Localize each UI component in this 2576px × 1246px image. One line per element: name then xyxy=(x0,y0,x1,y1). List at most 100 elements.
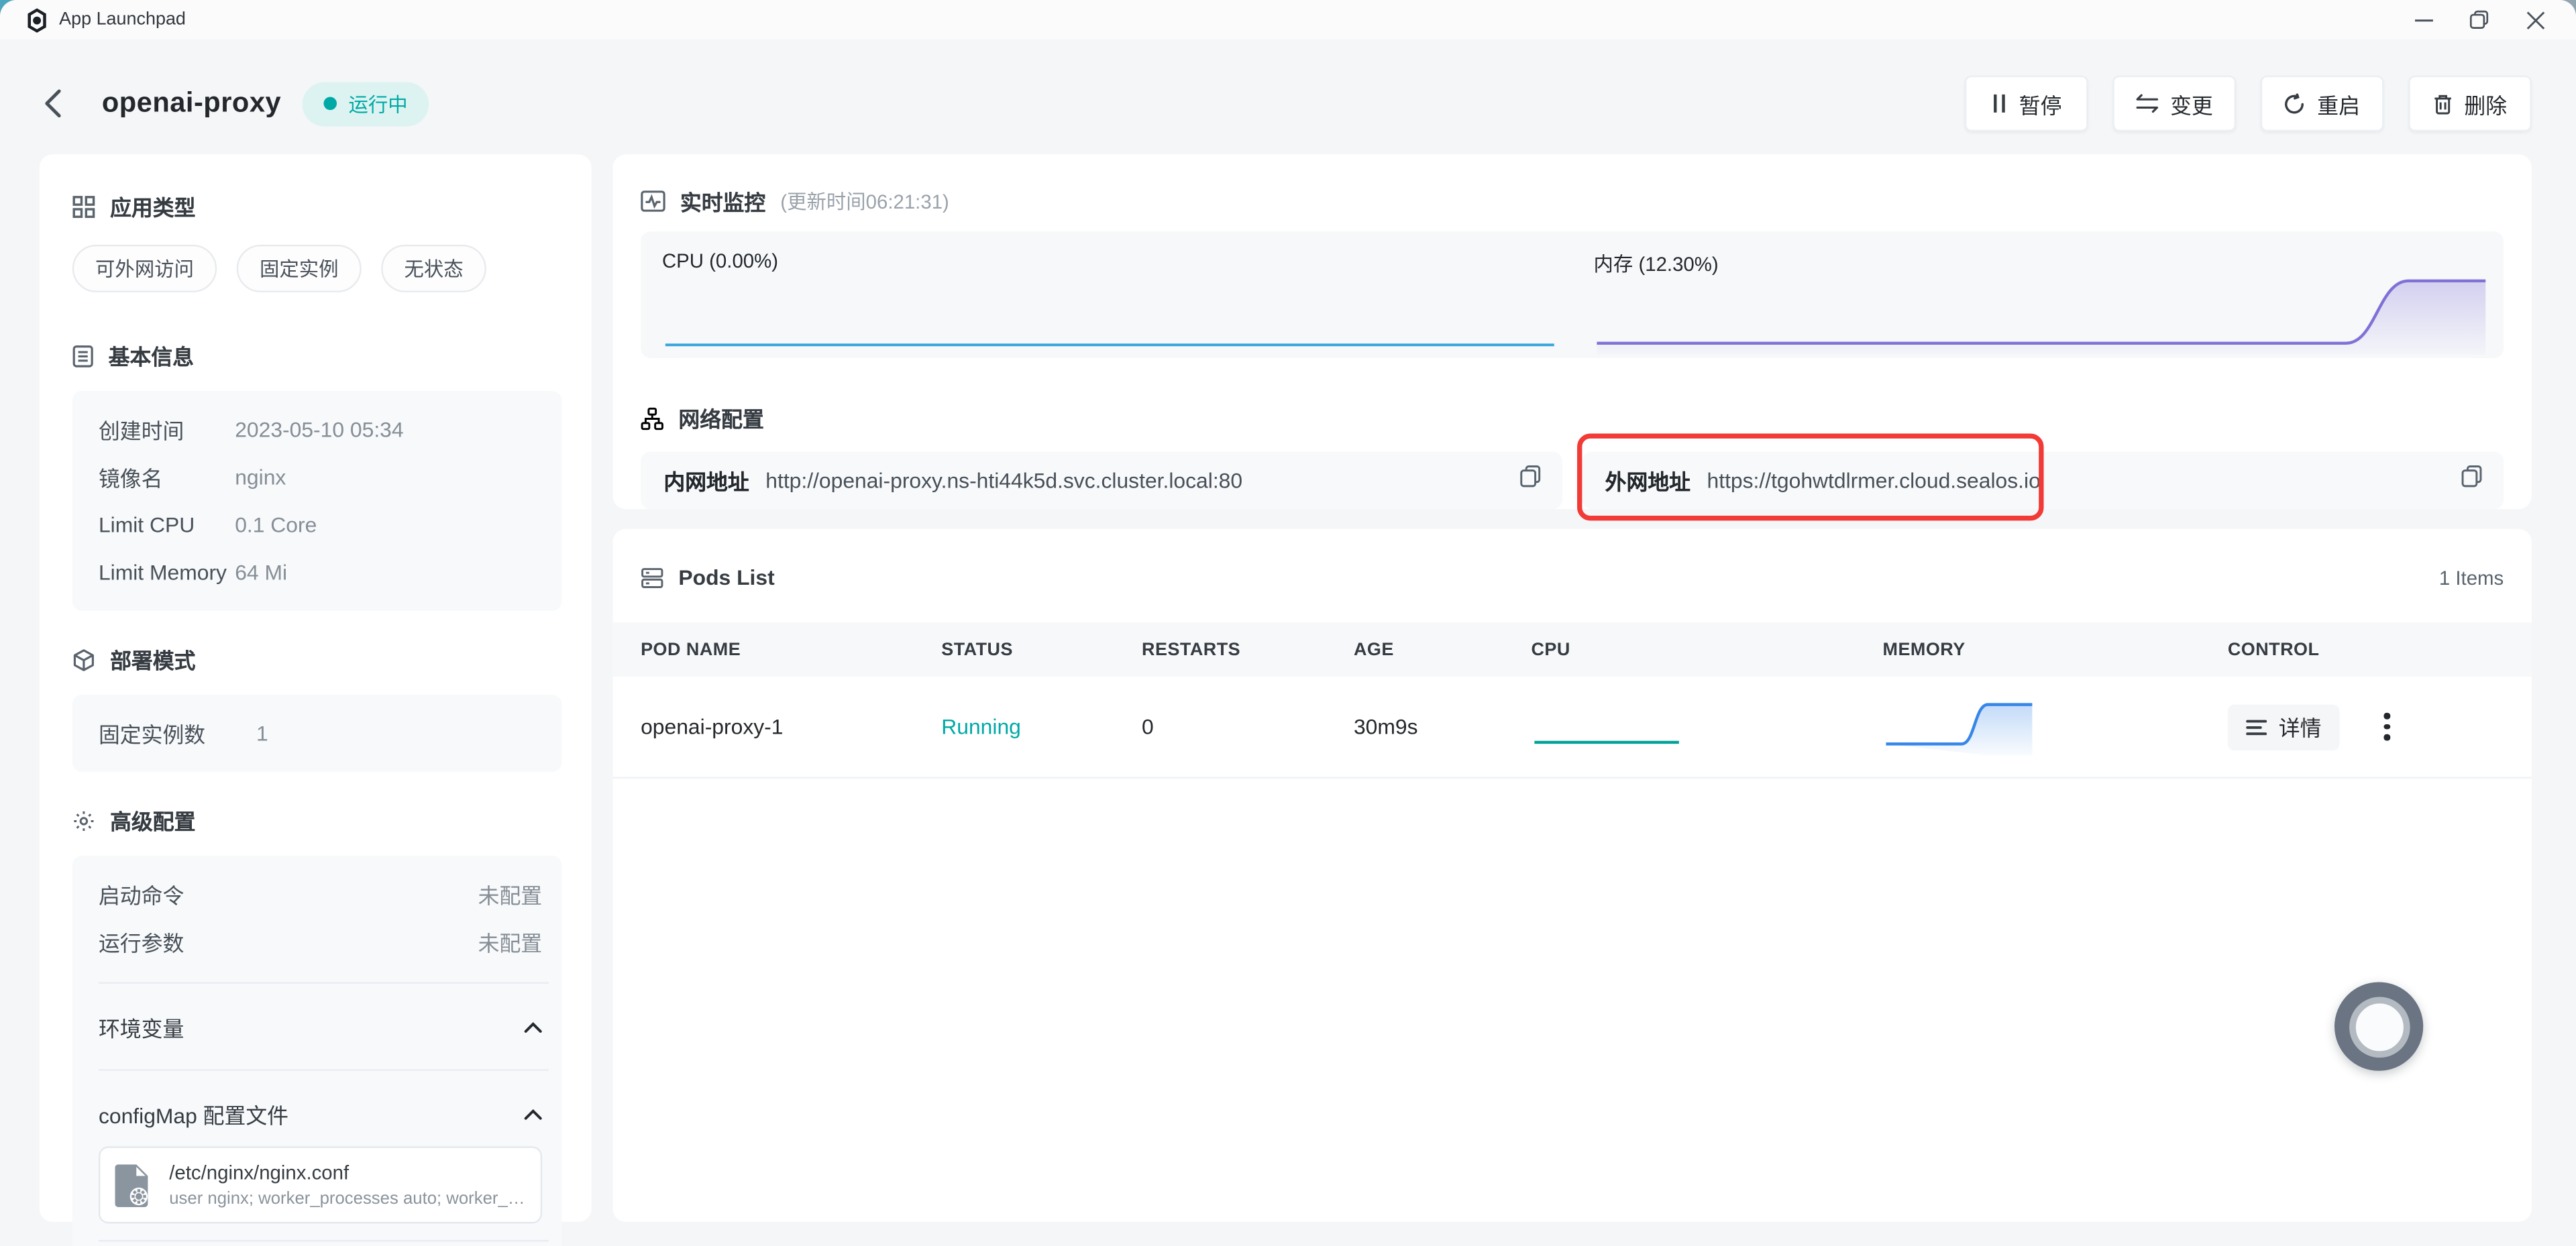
section-advanced: 高级配置 xyxy=(72,805,562,836)
pods-card: Pods List 1 Items POD NAME STATUS RESTAR… xyxy=(612,528,2532,1223)
info-row: 启动命令 未配置 xyxy=(98,883,543,909)
env-vars-toggle[interactable]: 环境变量 xyxy=(99,1000,542,1052)
section-deploy-mode: 部署模式 xyxy=(72,644,562,675)
pods-title: Pods List xyxy=(678,565,775,590)
file-gear-icon xyxy=(115,1164,148,1206)
delete-button[interactable]: 删除 xyxy=(2408,75,2532,131)
pod-detail-button[interactable]: 详情 xyxy=(2227,703,2340,750)
col-age: AGE xyxy=(1353,639,1394,660)
info-row: 固定实例数 1 xyxy=(98,721,268,748)
gear-icon xyxy=(74,810,94,830)
maximize-button[interactable] xyxy=(2451,1,2507,38)
deploy-mode-panel: 固定实例数 1 xyxy=(72,694,562,773)
monitor-network-card: 实时监控 (更新时间06:21:31) CPU (0.00%) 内存 (12.3… xyxy=(612,154,2532,521)
memory-monitor: 内存 (12.30%) xyxy=(1572,231,2504,358)
floating-assistive-ball[interactable] xyxy=(2334,982,2424,1071)
grid-icon xyxy=(72,194,95,217)
copy-icon[interactable] xyxy=(2445,465,2482,496)
configmap-file-name: /etc/nginx/nginx.conf xyxy=(169,1161,350,1184)
section-title: 部署模式 xyxy=(110,648,196,674)
close-button[interactable] xyxy=(2507,1,2563,38)
configmap-toggle[interactable]: configMap 配置文件 xyxy=(99,1087,542,1139)
floating-ball-inner xyxy=(2348,996,2410,1057)
network-title: 网络配置 xyxy=(678,407,764,433)
pods-count: 1 Items xyxy=(2438,565,2504,589)
configmap-file-card[interactable]: /etc/nginx/nginx.conf user nginx; worker… xyxy=(98,1146,543,1224)
section-title: 基本信息 xyxy=(108,345,195,370)
cpu-monitor-chart xyxy=(665,343,1554,347)
pod-memory-sparkline xyxy=(1886,703,2033,756)
col-status: STATUS xyxy=(941,639,1013,660)
pod-cpu-sparkline xyxy=(1534,740,1679,744)
document-icon xyxy=(72,344,93,367)
chevron-up-icon xyxy=(524,1021,542,1032)
pod-name: openai-proxy-1 xyxy=(641,714,784,740)
external-address-value[interactable]: https://tgohwtdlrmer.cloud.sealos.io xyxy=(1707,467,2041,493)
monitor-update-time: (更新时间06:21:31) xyxy=(780,190,949,214)
delete-button-label: 删除 xyxy=(2464,93,2508,118)
page-title: openai-proxy xyxy=(101,87,282,119)
info-row: 运行参数 未配置 xyxy=(98,931,543,956)
app-type-tag: 无状态 xyxy=(381,244,487,292)
info-row: Limit CPU 0.1 Core xyxy=(98,512,317,537)
internal-address-value: http://openai-proxy.ns-hti44k5d.svc.clus… xyxy=(765,467,1243,493)
internal-address-label: 内网地址 xyxy=(663,469,749,495)
external-address-label: 外网地址 xyxy=(1605,469,1691,495)
memory-monitor-chart xyxy=(1597,279,2486,355)
col-restarts: RESTARTS xyxy=(1142,639,1241,660)
cpu-monitor-label: CPU (0.00%) xyxy=(661,249,779,273)
status-dot xyxy=(323,97,337,111)
copy-icon[interactable] xyxy=(1503,465,1541,496)
divider xyxy=(98,1239,549,1242)
info-row: 镜像名 nginx xyxy=(98,465,286,492)
pause-icon xyxy=(1994,94,2005,113)
page-header: openai-proxy 运行中 暂停 变更 重启 xyxy=(0,40,2576,154)
basic-info-panel: 创建时间 2023-05-10 05:34 镜像名 nginx Limit CPU 0… xyxy=(72,390,562,612)
chevron-up-icon xyxy=(524,1108,542,1119)
col-control: CONTROL xyxy=(2227,639,2320,660)
pod-restarts: 0 xyxy=(1142,714,1154,740)
change-button[interactable]: 变更 xyxy=(2112,75,2237,131)
restart-button-label: 重启 xyxy=(2317,93,2360,118)
info-row: Limit Memory 64 Mi xyxy=(98,560,288,585)
divider xyxy=(98,1069,549,1071)
pause-button[interactable]: 暂停 xyxy=(1964,75,2088,131)
app-type-tag: 固定实例 xyxy=(236,244,362,292)
pods-list-icon xyxy=(641,567,663,587)
minimize-button[interactable] xyxy=(2396,1,2451,38)
pod-age: 30m9s xyxy=(1353,714,1418,740)
section-basic-info: 基本信息 xyxy=(72,340,562,372)
cube-icon xyxy=(73,648,94,671)
back-button[interactable] xyxy=(38,89,67,118)
pods-table-header: POD NAME STATUS RESTARTS AGE CPU MEMORY … xyxy=(612,622,2532,677)
window-title: App Launchpad xyxy=(59,9,186,30)
external-address-row: 外网地址 https://tgohwtdlrmer.cloud.sealos.i… xyxy=(1577,433,2504,521)
pod-detail-label: 详情 xyxy=(2278,716,2322,741)
change-button-label: 变更 xyxy=(2170,93,2213,118)
cpu-monitor: CPU (0.00%) xyxy=(641,231,1572,358)
status-badge: 运行中 xyxy=(302,81,429,126)
pod-more-menu[interactable] xyxy=(2377,707,2396,747)
title-bar: App Launchpad xyxy=(0,0,2576,40)
divider xyxy=(98,982,549,984)
configmap-label: configMap 配置文件 xyxy=(98,1102,289,1128)
pause-button-label: 暂停 xyxy=(2019,93,2062,118)
network-icon xyxy=(641,406,663,429)
monitor-panel: CPU (0.00%) 内存 (12.30%) xyxy=(641,231,2504,358)
delete-icon xyxy=(2434,94,2451,114)
advanced-panel: 启动命令 未配置 运行参数 未配置 环境变量 configMap 配置文件 xyxy=(72,855,562,1246)
configmap-file-preview: user nginx; worker_processes auto; worke… xyxy=(169,1189,528,1209)
pod-table-row[interactable]: openai-proxy-1 Running 0 30m9s xyxy=(612,677,2532,779)
memory-monitor-label: 内存 (12.30%) xyxy=(1593,253,1719,276)
section-app-type: 应用类型 xyxy=(72,190,562,222)
col-cpu: CPU xyxy=(1531,639,1570,660)
restart-icon xyxy=(2286,93,2305,113)
app-type-tag: 可外网访问 xyxy=(72,244,217,292)
app-launchpad-logo-icon xyxy=(28,7,46,32)
status-badge-label: 运行中 xyxy=(348,93,408,116)
internal-address-row: 内网地址 http://openai-proxy.ns-hti44k5d.svc… xyxy=(641,451,1562,510)
pod-status: Running xyxy=(941,714,1021,740)
col-pod-name: POD NAME xyxy=(641,639,741,660)
restart-button[interactable]: 重启 xyxy=(2260,75,2384,131)
section-title: 高级配置 xyxy=(110,809,196,835)
